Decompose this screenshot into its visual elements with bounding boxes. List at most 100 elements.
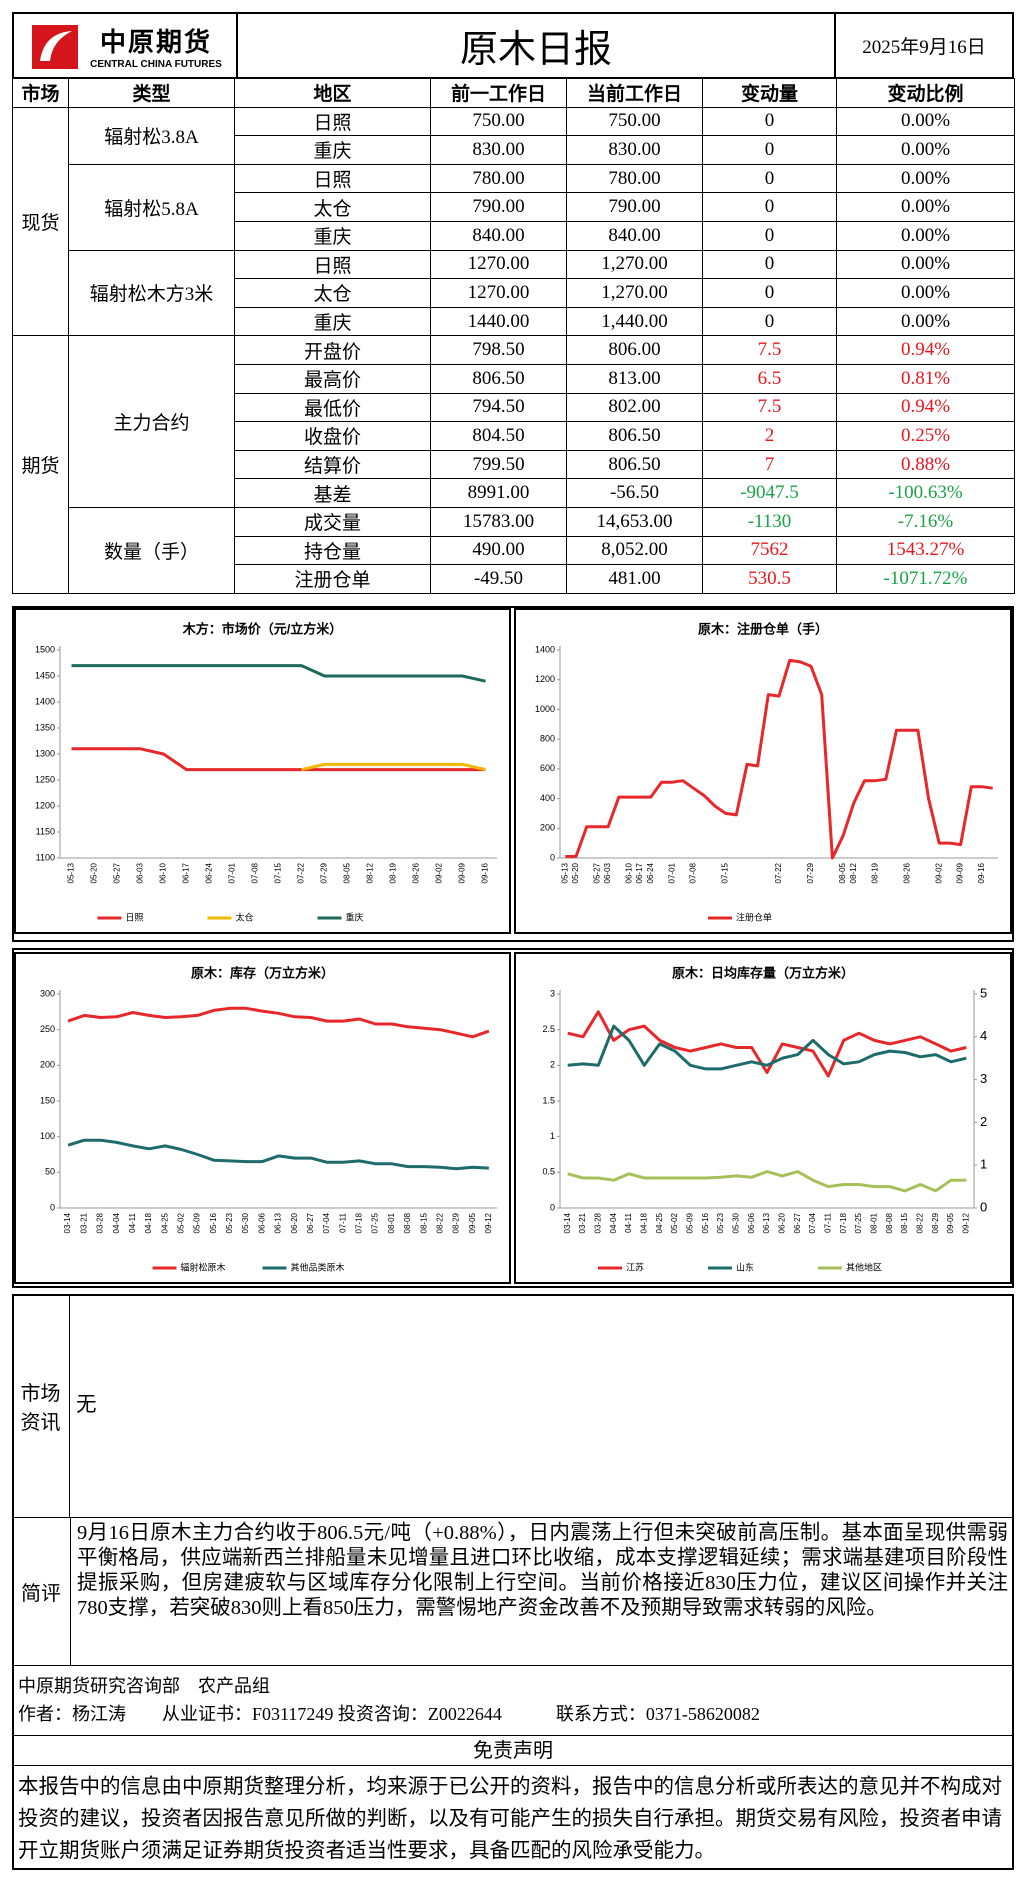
y-tick-label: 1000	[535, 704, 555, 714]
x-tick-label: 09-12	[961, 1212, 970, 1233]
market-cell: 现货	[12, 106, 69, 337]
value-cell: 798.50	[430, 335, 567, 365]
x-tick-label: 06-24	[205, 862, 214, 883]
x-tick-label: 05-16	[209, 1212, 218, 1233]
value-cell: 收盘价	[234, 421, 431, 451]
x-tick-label: 06-27	[306, 1212, 315, 1233]
value-cell: 0.81%	[836, 363, 1015, 394]
x-tick-label: 04-04	[609, 1212, 618, 1233]
y2-tick-label: 3	[980, 1071, 987, 1086]
type-cell: 辐射松木方3米	[68, 249, 235, 337]
x-tick-label: 05-23	[716, 1212, 725, 1233]
value-cell: -100.63%	[836, 478, 1015, 508]
y2-tick-label: 4	[980, 1028, 987, 1043]
x-tick-label: 06-06	[257, 1212, 266, 1233]
type-cell: 主力合约	[68, 335, 235, 508]
series-line	[71, 747, 486, 772]
value-cell: 0	[702, 106, 837, 137]
table-row: 数量（手） 成交量 15783.00 14,653.00 -1130 -7.16%	[13, 506, 1015, 594]
footer: 中原期货研究咨询部 农产品组 作者：杨江涛 从业证书：F03117249 投资咨…	[12, 1666, 1014, 1736]
value-cell: 840.00	[566, 220, 703, 251]
x-tick-label: 08-26	[412, 862, 421, 883]
lower-frame	[12, 1294, 1014, 1870]
table-row: 太仓 1270.00 1,270.00 0 0.00%	[13, 278, 1015, 308]
column-header: 变动比例	[836, 78, 1015, 108]
series-line	[301, 762, 486, 772]
legend-label: 辐射松原木	[181, 1261, 226, 1272]
value-cell: 0.00%	[836, 220, 1015, 251]
value-cell: 0	[702, 306, 837, 337]
x-tick-label: 05-30	[731, 1212, 740, 1233]
legend-label: 日照	[126, 912, 144, 922]
series-line	[567, 1024, 967, 1071]
value-cell: 1,270.00	[566, 249, 703, 280]
value-cell: 0	[702, 192, 837, 222]
x-tick-label: 05-09	[685, 1212, 694, 1233]
table-row: 重庆 1440.00 1,440.00 0 0.00%	[13, 306, 1015, 337]
table-row: 最高价 806.50 813.00 6.5 0.81%	[13, 363, 1015, 394]
y-tick-label: 200	[540, 823, 555, 833]
value-cell: 结算价	[234, 449, 431, 480]
logo-en: CENTRAL CHINA FUTURES	[90, 58, 222, 70]
x-tick-label: 03-14	[563, 1212, 572, 1233]
y-tick-label: 250	[40, 1024, 55, 1034]
value-cell: 0	[702, 220, 837, 251]
chart: 原木：库存（万立方米） 0 50 100 150 200 250 300 03-14 03-21 0…	[40, 965, 497, 1272]
market-cell: 期货	[12, 335, 69, 594]
value-cell: 1,440.00	[566, 306, 703, 337]
y-tick-label: 1350	[35, 722, 55, 732]
x-tick-label: 09-02	[934, 862, 943, 883]
value-cell: 0.00%	[836, 163, 1015, 194]
x-tick-label: 04-25	[160, 1212, 169, 1233]
value-cell: 780.00	[566, 163, 703, 194]
value-cell: 490.00	[430, 535, 567, 566]
chart-panel: 原木：日均库存量（万立方米） 0 0.5 1 1.5 2 2.5 3 0 1 2 3 4 5 03-14 03…	[514, 952, 1012, 1284]
x-tick-label: 07-01	[228, 862, 237, 883]
y-tick-label: 0	[50, 1202, 55, 1212]
x-tick-label: 08-08	[403, 1212, 412, 1233]
header-row: 市场 类型 地区 前一工作日 当前工作日 变动量 变动比例	[12, 78, 1015, 108]
value-cell: 780.00	[430, 163, 567, 194]
x-tick-label: 08-01	[387, 1212, 396, 1233]
x-tick-label: 09-05	[946, 1212, 955, 1233]
x-tick-label: 03-21	[578, 1212, 587, 1233]
value-cell: 0.00%	[836, 249, 1015, 280]
value-cell: 重庆	[234, 135, 431, 165]
x-tick-label: 08-29	[931, 1212, 940, 1233]
value-cell: 重庆	[234, 306, 431, 337]
value-cell: 基差	[234, 478, 431, 508]
x-tick-label: 05-23	[225, 1212, 234, 1233]
legend-label: 山东	[736, 1261, 754, 1272]
value-cell: 830.00	[430, 135, 567, 165]
table-row: 持仓量 490.00 8,052.00 7562 1543.27%	[13, 535, 1015, 566]
y-tick-label: 2.5	[542, 1024, 555, 1034]
value-cell: -1071.72%	[836, 564, 1015, 594]
value-cell: 日照	[234, 249, 431, 280]
y-tick-label: 800	[540, 734, 555, 744]
x-tick-label: 03-28	[96, 1212, 105, 1233]
type-cell: 辐射松3.8A	[68, 106, 235, 165]
y-tick-label: 600	[540, 763, 555, 773]
x-tick-label: 09-09	[458, 862, 467, 883]
series-line	[567, 1010, 967, 1078]
value-cell: 7	[702, 449, 837, 480]
value-cell: 成交量	[234, 506, 431, 537]
value-cell: 日照	[234, 106, 431, 137]
x-tick-label: 05-27	[113, 862, 122, 883]
table-row: 重庆 830.00 830.00 0 0.00%	[13, 135, 1015, 165]
report-header: 中原期货 CENTRAL CHINA FUTURES 原木日报 2025年9月1…	[12, 12, 1014, 79]
value-cell: 2	[702, 421, 837, 451]
value-cell: 0.00%	[836, 192, 1015, 222]
value-cell: 0.00%	[836, 135, 1015, 165]
value-cell: 794.50	[430, 392, 567, 423]
market-info-text: 无	[76, 1394, 97, 1416]
x-tick-label: 06-20	[290, 1212, 299, 1233]
comment-label: 简评	[12, 1518, 71, 1665]
chart-panel: 木方：市场价（元/立方米） 1100 1150 1200 1250 1300 1350 140…	[14, 608, 511, 934]
x-tick-label: 06-10	[625, 862, 634, 883]
value-cell: 0.00%	[836, 106, 1015, 137]
x-tick-label: 05-16	[701, 1212, 710, 1233]
report-title: 原木日报	[238, 14, 836, 77]
x-tick-label: 08-05	[838, 862, 847, 883]
value-cell: 530.5	[702, 564, 837, 594]
